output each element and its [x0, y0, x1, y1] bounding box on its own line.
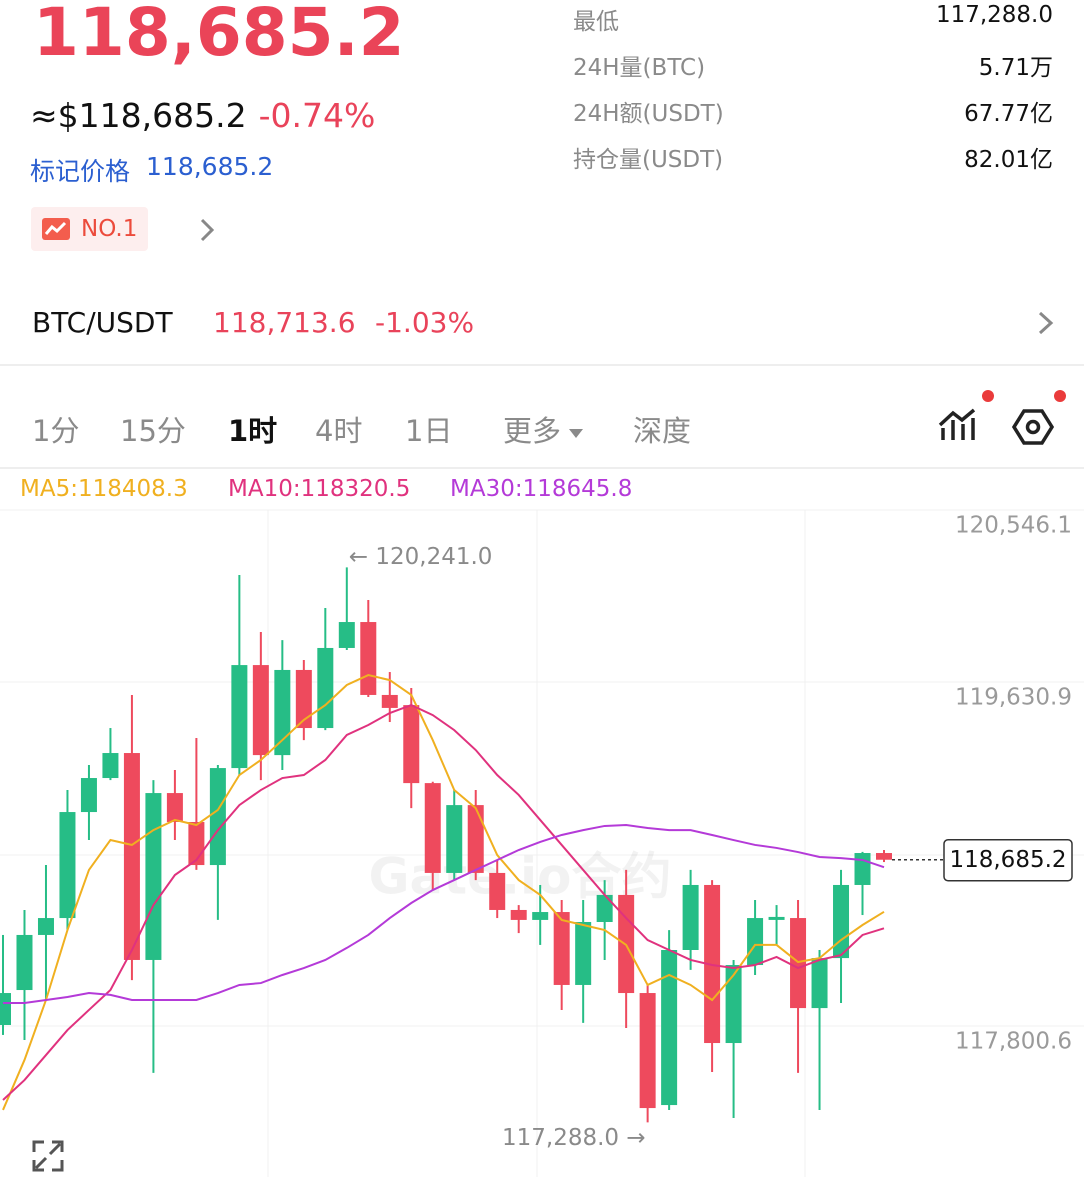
ma-line — [2, 704, 885, 1101]
tab[interactable]: 1时 — [228, 414, 278, 448]
expand-icon[interactable] — [32, 1140, 64, 1172]
candle-body — [467, 805, 484, 873]
spot-pair: BTC/USDT — [32, 306, 173, 339]
candle-body — [381, 694, 398, 708]
candle-body — [854, 853, 871, 885]
stat-label: 24H量(BTC) — [573, 55, 706, 81]
candle-body — [553, 912, 570, 985]
mark-label: 标记价格 — [30, 157, 131, 186]
ma-line — [3, 824, 885, 1004]
ma-line — [2, 673, 885, 1111]
badge-text: NO.1 — [81, 216, 138, 242]
rank-badge[interactable]: NO.1 — [31, 207, 148, 251]
change: -0.74% — [258, 96, 376, 135]
y-tick-label: 117,800.6 — [955, 1029, 1072, 1055]
spot-price: 118,713.6 — [213, 306, 356, 339]
candle-body — [790, 918, 807, 1009]
candle-body — [682, 884, 699, 950]
tab[interactable]: 1日 — [405, 414, 453, 448]
tab[interactable]: 1分 — [32, 414, 80, 448]
candle-body — [424, 783, 441, 873]
candle-body — [209, 768, 226, 866]
settings-icon[interactable] — [1011, 409, 1055, 445]
spot-change: -1.03% — [375, 306, 475, 339]
candle-body — [252, 665, 269, 756]
candle-body — [489, 872, 506, 910]
usd-price: ≈$118,685.2 — [30, 96, 247, 135]
candle-body — [725, 965, 742, 1044]
last-price-box — [943, 838, 1073, 882]
candle-body — [596, 894, 613, 922]
candle-body — [360, 622, 377, 695]
candle-body — [166, 793, 183, 823]
tab[interactable]: 深度 — [633, 414, 692, 448]
ma-label: MA10:118320.5 — [228, 476, 411, 502]
candle-body — [317, 647, 334, 729]
candle-body — [532, 912, 549, 920]
candle-body — [0, 993, 11, 1025]
candle-body — [575, 921, 592, 985]
chevron[interactable] — [1038, 311, 1054, 335]
y-tick-label: 119,630.9 — [955, 685, 1072, 711]
spot-row[interactable]: BTC/USDT 118,713.6 -1.03% — [32, 306, 474, 339]
tab[interactable]: 更多 — [503, 408, 585, 450]
tab[interactable]: 15分 — [120, 414, 186, 448]
candle-body — [446, 805, 463, 873]
candle-body — [37, 918, 54, 935]
mark-row: 标记价格 118,685.2 — [30, 152, 273, 188]
candle-body — [231, 665, 248, 769]
candle-body — [510, 909, 527, 920]
candle-body — [145, 793, 162, 960]
last-price-label: 118,685.2 — [949, 847, 1066, 873]
candle-body — [80, 778, 97, 813]
candle-body — [295, 669, 312, 729]
candle-body — [403, 705, 420, 784]
y-tick-label: 120,546.1 — [955, 513, 1072, 539]
stat-value: 117,288.0 — [935, 2, 1053, 28]
candle-body — [704, 884, 721, 1044]
candle-body — [876, 853, 892, 860]
candle-body — [274, 669, 291, 756]
stat-value: 5.71万 — [978, 55, 1053, 81]
low-annotation: 117,288.0 → — [502, 1125, 646, 1151]
chevron[interactable] — [200, 218, 215, 242]
stat-value: 67.77亿 — [964, 101, 1053, 127]
candle-body — [747, 918, 764, 966]
stat-label: 最低 — [573, 9, 619, 35]
usd-row: ≈$118,685.2 -0.74% — [30, 96, 375, 135]
candle-body — [16, 934, 33, 991]
candle-body — [661, 949, 678, 1106]
candle-body — [768, 916, 785, 920]
notice-dot — [982, 390, 994, 402]
indicator-icon[interactable] — [938, 408, 976, 440]
tab[interactable]: 4时 — [315, 414, 363, 448]
last-price: 118,685.2 — [33, 0, 405, 71]
candle-body — [833, 884, 850, 959]
mark-price: 118,685.2 — [146, 152, 274, 181]
notice-dot — [1054, 390, 1066, 402]
candle-body — [639, 993, 656, 1109]
ma-label: MA5:118408.3 — [20, 476, 188, 502]
candle-body — [123, 753, 140, 960]
stat-value: 82.01亿 — [964, 147, 1053, 173]
candle-body — [811, 958, 828, 1009]
dropdown-icon — [569, 429, 584, 438]
ma-label: MA30:118645.8 — [450, 476, 633, 502]
high-annotation: ← 120,241.0 — [349, 544, 493, 570]
candle-body — [338, 622, 355, 648]
candle-body — [59, 812, 76, 919]
badge-icon — [42, 218, 70, 240]
candle-body — [102, 753, 119, 779]
stat-label: 持仓量(USDT) — [573, 147, 724, 173]
stat-label: 24H额(USDT) — [573, 101, 724, 127]
